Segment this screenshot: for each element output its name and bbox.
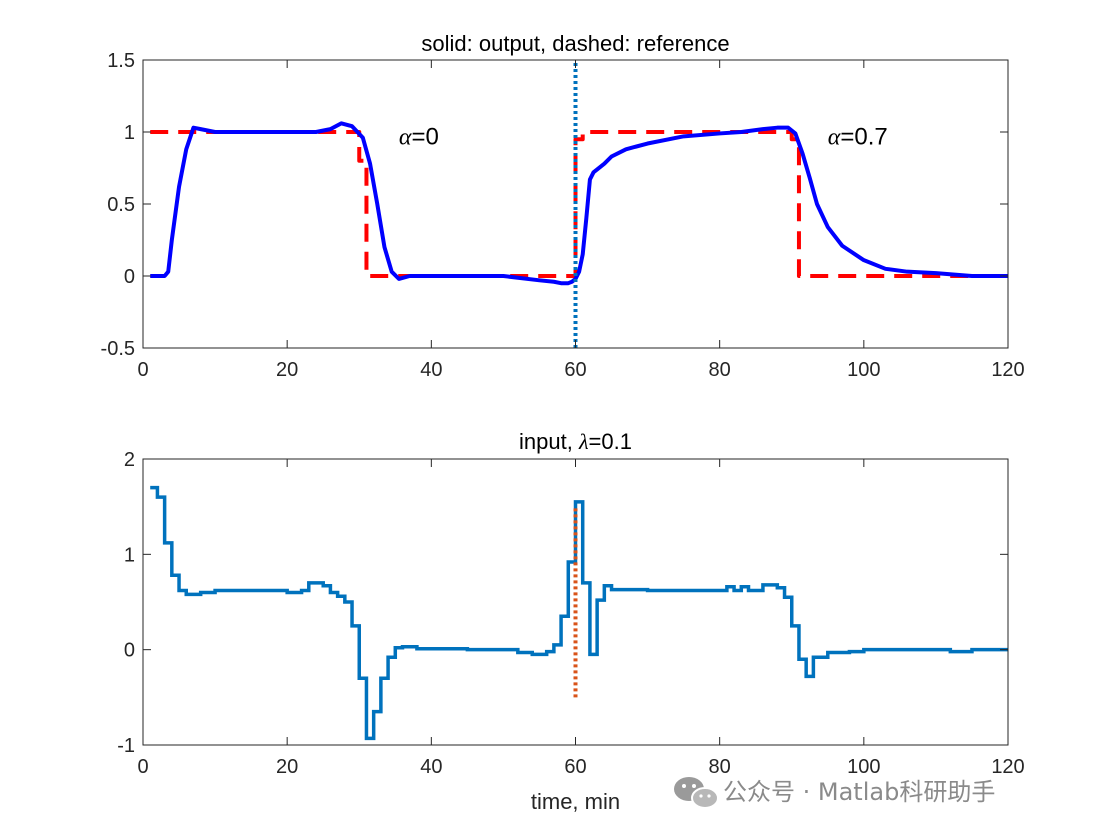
x-axis-label: time, min	[531, 789, 620, 814]
top-plot-content	[150, 60, 1008, 348]
y-tick-label: 2	[124, 449, 135, 471]
y-tick-label: 1.5	[107, 50, 135, 72]
annotation-value: =0.7	[840, 123, 887, 150]
x-tick-label: 100	[847, 359, 880, 381]
bottom-title-prefix: input,	[519, 429, 579, 454]
bottom-title-suffix: =0.1	[589, 429, 632, 454]
annotation-value: =0	[412, 123, 439, 150]
watermark: 公众号 · Matlab科研助手	[674, 777, 995, 809]
x-tick-label: 40	[420, 756, 442, 778]
wechat-icon	[674, 777, 719, 809]
top-title: solid: output, dashed: reference	[421, 31, 729, 56]
series-input	[150, 485, 1008, 741]
watermark-text: 公众号 · Matlab科研助手	[723, 778, 995, 806]
x-tick-label: 40	[420, 359, 442, 381]
bottom-title-symbol: λ	[578, 429, 589, 454]
y-tick-label: 0	[124, 266, 135, 288]
bottom-plot-content	[150, 485, 1008, 741]
alpha-annotation: α=0.7	[828, 123, 888, 150]
x-tick-label: 80	[709, 756, 731, 778]
top-axes: solid: output, dashed: reference 0 20 40 60…	[101, 31, 1025, 381]
bottom-axes: input, λ=0.1 time, min 0 20 40 60 80 100 120 2 1…	[117, 429, 1024, 814]
y-tick-label: -0.5	[101, 338, 135, 360]
bottom-title: input, λ=0.1	[519, 429, 632, 454]
alpha-annotation: α=0	[399, 123, 439, 150]
x-tick-label: 80	[709, 359, 731, 381]
x-tick-label: 120	[991, 756, 1024, 778]
x-tick-label: 0	[137, 756, 148, 778]
x-tick-label: 20	[276, 756, 298, 778]
x-tick-label: 20	[276, 359, 298, 381]
annotation-symbol: α	[828, 124, 841, 150]
x-tick-label: 60	[564, 359, 586, 381]
y-tick-label: -1	[117, 735, 135, 757]
series-reference	[150, 130, 1008, 278]
y-tick-label: 1	[124, 544, 135, 566]
annotation-symbol: α	[399, 124, 412, 150]
x-tick-label: 100	[847, 756, 880, 778]
y-tick-label: 1	[124, 122, 135, 144]
x-tick-label: 120	[991, 359, 1024, 381]
y-tick-label: 0.5	[107, 194, 135, 216]
y-tick-label: 0	[124, 640, 135, 662]
x-tick-label: 60	[564, 756, 586, 778]
x-tick-label: 0	[137, 359, 148, 381]
